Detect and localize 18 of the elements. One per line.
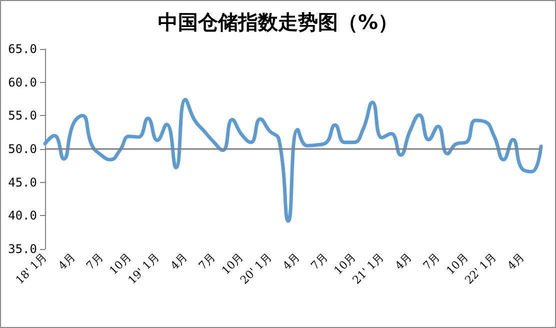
chart-title: 中国仓储指数走势图（%） <box>158 10 398 34</box>
x-tick-label: 4月 <box>56 250 78 272</box>
y-tick-label: 50.0 <box>8 142 37 156</box>
x-tick-label: 4月 <box>504 250 527 272</box>
y-tick-label: 55.0 <box>8 108 37 123</box>
y-tick-label: 40.0 <box>8 208 37 223</box>
x-tick-label: 4月 <box>280 250 302 272</box>
y-tick-label: 35.0 <box>8 242 37 256</box>
y-tick-label: 65.0 <box>8 42 37 56</box>
x-tick-label: 7月 <box>420 250 443 272</box>
x-tick-label: 7月 <box>84 250 106 272</box>
line-series <box>43 98 543 223</box>
y-tick-label: 45.0 <box>8 175 37 190</box>
x-tick-label: 4月 <box>168 250 190 272</box>
x-tick-label: 4月 <box>392 250 415 272</box>
y-tick-label: 60.0 <box>8 75 37 90</box>
x-tick-label: 7月 <box>308 250 330 272</box>
x-tick-label: 7月 <box>196 250 218 272</box>
